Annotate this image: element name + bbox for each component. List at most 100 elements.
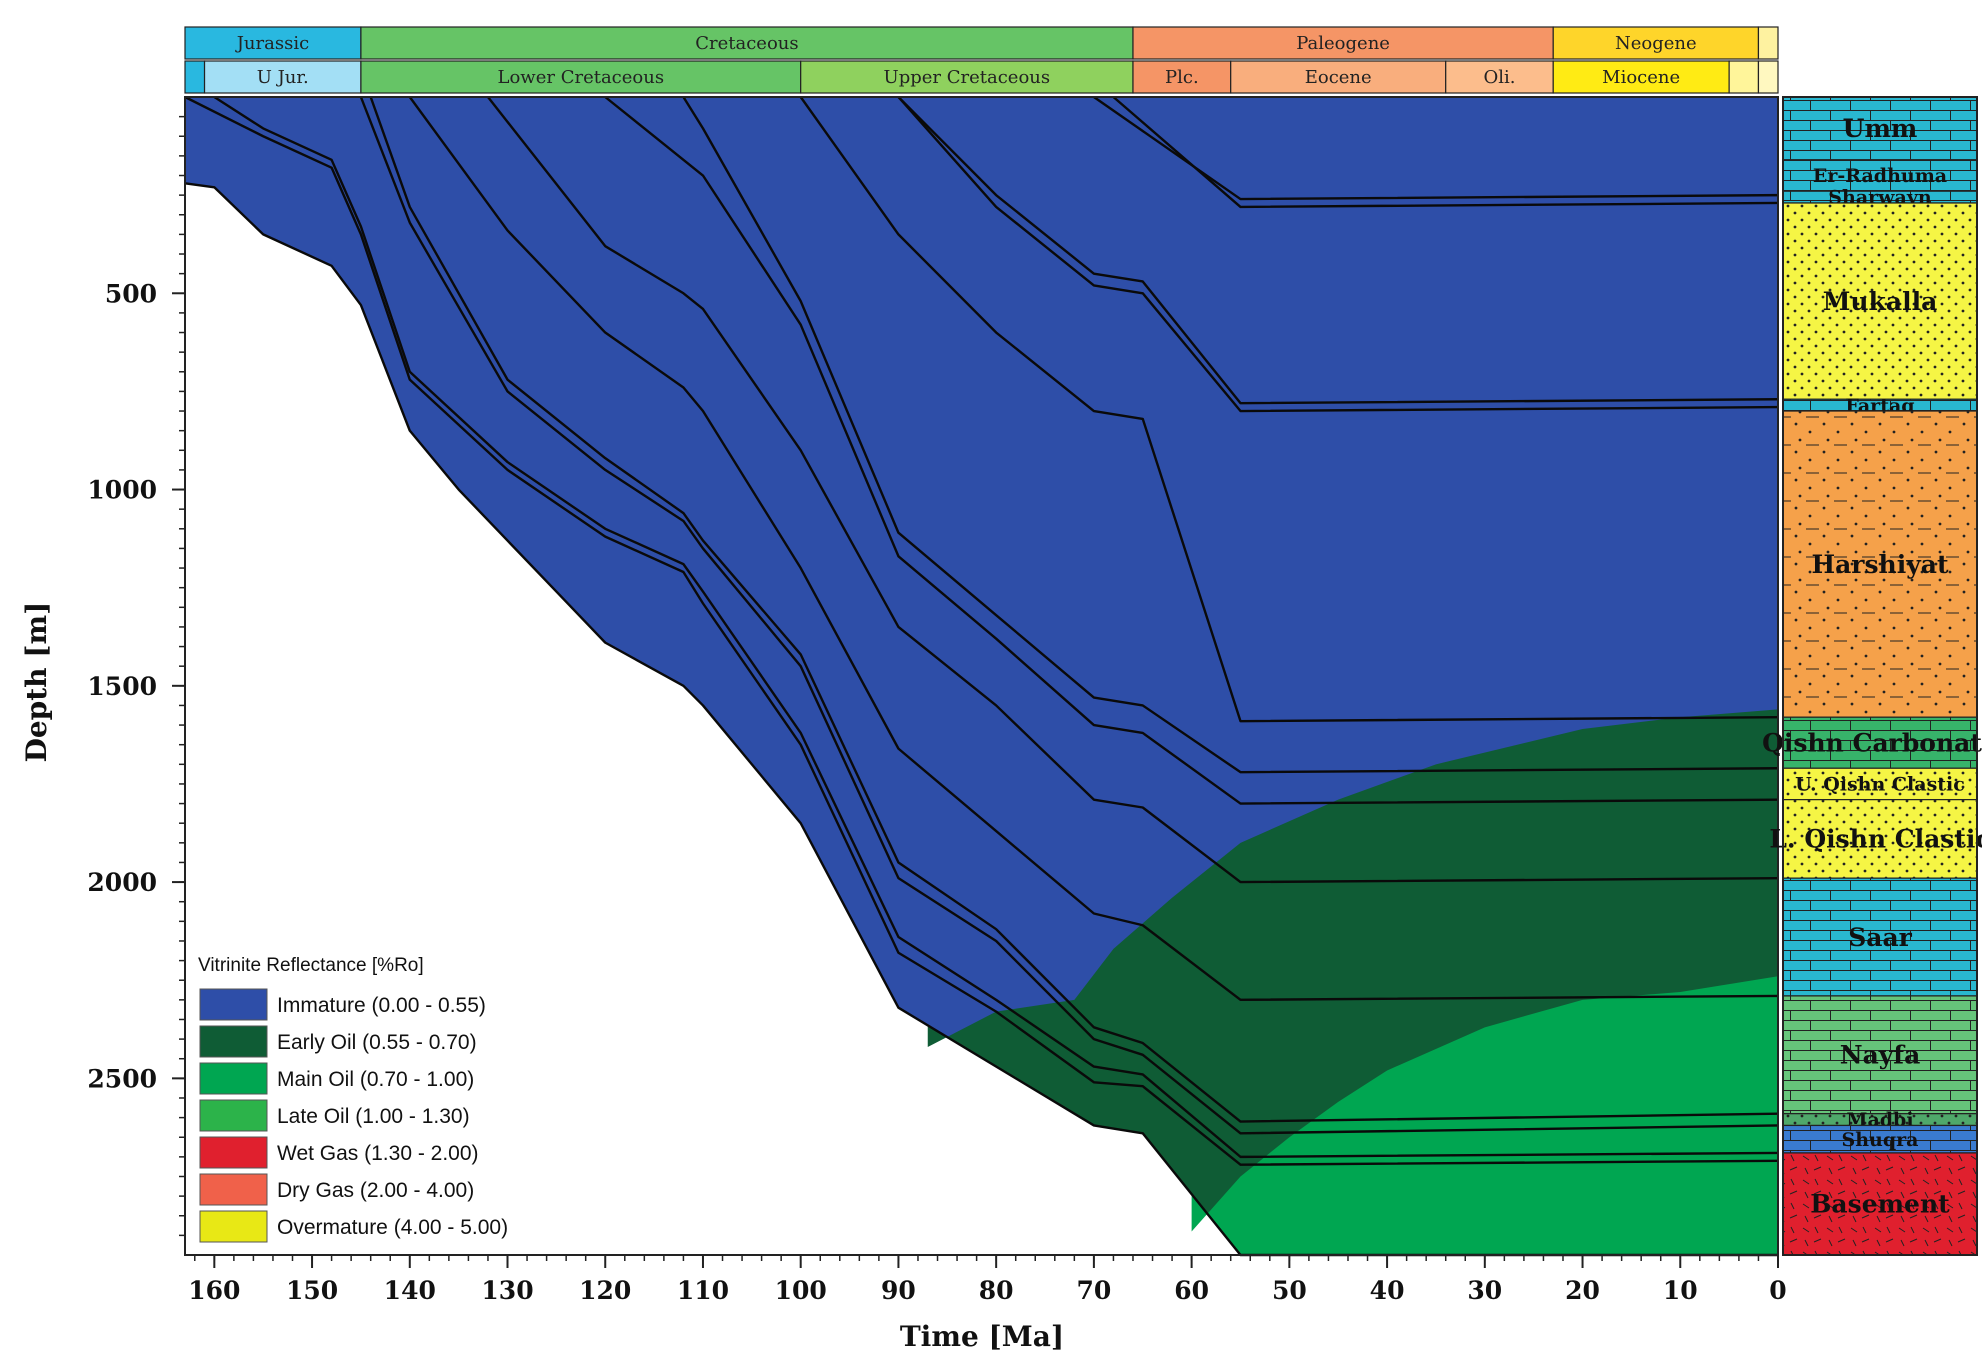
period-label: Cretaceous	[695, 33, 798, 54]
burial-curve-5	[369, 96, 1779, 1123]
burial-curve-2	[184, 95, 1779, 1166]
formation-pattern	[1783, 399, 1977, 412]
formation-pattern	[1783, 159, 1977, 192]
epoch-label: Lower Cretaceous	[498, 67, 665, 88]
x-tick-label: 80	[979, 1276, 1014, 1305]
formation-label: U. Qishn Clastic	[1795, 774, 1965, 796]
y-tick-label: 500	[105, 279, 157, 308]
x-tick-label: 20	[1565, 1276, 1600, 1305]
plot-area	[184, 95, 1779, 1257]
legend-swatch	[199, 988, 268, 1021]
epoch-label: Miocene	[1602, 67, 1680, 88]
geologic-timescale: Jurassic Cretaceous Paleogene Neogene U Jur.…	[184, 26, 1779, 94]
column-frame	[1782, 96, 1978, 1256]
legend-swatch	[199, 1025, 268, 1058]
formation-pattern	[1783, 1152, 1977, 1255]
epoch-label: U Jur.	[257, 67, 309, 88]
x-tick-label: 150	[286, 1276, 338, 1305]
formation-label: Qishn Carbonate	[1762, 728, 1982, 757]
main-oil-zone	[1191, 976, 1778, 1255]
legend-label: Wet Gas (1.30 - 2.00)	[277, 1142, 479, 1165]
x-tick-label: 70	[1076, 1276, 1111, 1305]
burial-curve-1	[184, 182, 1778, 1257]
formation-pattern	[1783, 995, 1977, 1114]
axes: Time [Ma] Depth [m] 160 150 140 130 120 110 10…	[20, 115, 1787, 1353]
period-label: Jurassic	[235, 33, 309, 54]
x-tick-label: 40	[1370, 1276, 1405, 1305]
period-cell	[1757, 26, 1779, 60]
formation-pattern	[1783, 717, 1977, 769]
legend-title: Vitrinite Reflectance [%Ro]	[198, 955, 424, 976]
plot-frame	[184, 96, 1779, 1256]
legend: Vitrinite Reflectance [%Ro] Immature (0.…	[198, 955, 508, 1243]
formation-pattern	[1783, 799, 1977, 879]
burial-curve-14	[1112, 96, 1779, 209]
period-cell	[184, 26, 362, 60]
formation-pattern	[1783, 1113, 1977, 1126]
formation-pattern	[1783, 97, 1977, 160]
formation-pattern	[1783, 1125, 1977, 1153]
legend-label: Early Oil (0.55 - 0.70)	[277, 1031, 477, 1054]
legend-swatch	[199, 1099, 268, 1132]
x-tick-label: 100	[775, 1276, 827, 1305]
epoch-cell	[800, 60, 1134, 94]
x-tick-label: 60	[1174, 1276, 1209, 1305]
formation-label: Basement	[1810, 1190, 1950, 1219]
formation-pattern	[1783, 878, 1977, 996]
x-tick-label: 0	[1769, 1276, 1786, 1305]
epoch-cell	[184, 60, 206, 94]
burial-curve-11	[897, 96, 1779, 405]
epoch-cell	[1132, 60, 1232, 94]
period-cell	[1552, 26, 1760, 60]
x-tick-label: 50	[1272, 1276, 1307, 1305]
legend-swatch	[199, 1210, 268, 1243]
legend-label: Immature (0.00 - 0.55)	[277, 994, 486, 1017]
epoch-cell	[1552, 60, 1730, 94]
legend-swatch	[199, 1136, 268, 1169]
period-label: Neogene	[1615, 33, 1697, 54]
y-tick-label: 1500	[87, 672, 157, 701]
x-tick-label: 30	[1467, 1276, 1502, 1305]
formation-pattern	[1783, 202, 1977, 400]
epoch-cell	[1728, 60, 1760, 94]
formation-label: Mukalla	[1823, 287, 1938, 316]
formation-label: L. Qishn Clastic	[1769, 825, 1982, 854]
x-tick-label: 110	[677, 1276, 729, 1305]
x-tick-label: 130	[481, 1276, 533, 1305]
burial-curve-3	[213, 95, 1779, 1159]
y-tick-label: 1000	[87, 476, 157, 505]
x-tick-label: 140	[384, 1276, 436, 1305]
legend-label: Late Oil (1.00 - 1.30)	[277, 1105, 470, 1128]
formation-label: Saar	[1848, 923, 1912, 952]
formation-label: Nayfa	[1840, 1041, 1921, 1070]
y-axis-label: Depth [m]	[20, 602, 53, 763]
formation-label: Harshiyat	[1811, 550, 1948, 579]
epoch-label: Eocene	[1305, 67, 1372, 88]
epoch-cell	[1757, 60, 1779, 94]
legend-swatch	[199, 1173, 268, 1206]
epoch-cell	[1445, 60, 1554, 94]
burial-curve-4	[359, 96, 1779, 1135]
x-tick-label: 10	[1663, 1276, 1698, 1305]
burial-curve-8	[604, 96, 1779, 805]
y-tick-label: 2000	[87, 868, 157, 897]
legend-label: Overmature (4.00 - 5.00)	[277, 1216, 508, 1239]
legend-label: Dry Gas (2.00 - 4.00)	[277, 1179, 474, 1202]
x-tick-label: 160	[188, 1276, 240, 1305]
epoch-label: Plc.	[1165, 67, 1199, 88]
formation-label: Umm	[1843, 114, 1918, 143]
burial-curve-9	[682, 96, 1779, 774]
stratigraphic-column: UmmEr-RadhumaSharwaynMukallaFartaqHarshi…	[1762, 96, 1982, 1256]
formation-pattern	[1783, 411, 1977, 718]
x-tick-label: 120	[579, 1276, 631, 1305]
y-tick-label: 2500	[87, 1064, 157, 1093]
formation-label: Er-Radhuma	[1813, 165, 1947, 187]
burial-curve-6	[408, 96, 1779, 1002]
burial-curve-10	[799, 96, 1779, 723]
legend-label: Main Oil (0.70 - 1.00)	[277, 1068, 474, 1091]
formation-pattern	[1783, 768, 1977, 800]
epoch-cell	[1230, 60, 1447, 94]
period-label: Paleogene	[1296, 33, 1390, 54]
period-cell	[1132, 26, 1554, 60]
